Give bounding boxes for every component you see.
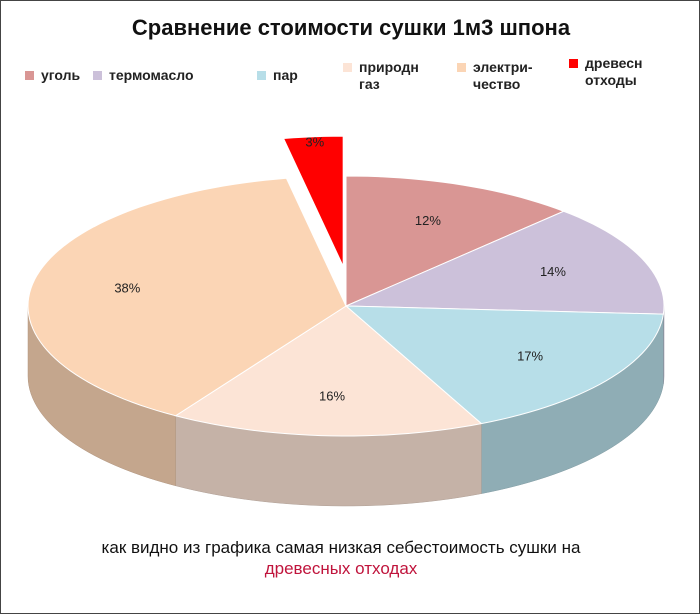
legend-item: древесн отходы — [569, 55, 643, 89]
legend-label: уголь — [41, 67, 81, 83]
pie-slice — [345, 175, 566, 307]
legend-label: природн газ — [359, 59, 419, 92]
legend-marker — [257, 71, 266, 80]
chart-title: Сравнение стоимости сушки 1м3 шпона — [131, 15, 571, 40]
annotation: как видно из графика самая низкая себест… — [1, 537, 681, 579]
data-label: 17% — [517, 349, 543, 364]
legend-marker — [93, 71, 102, 80]
legend-marker — [457, 63, 466, 72]
pie-slice — [27, 177, 347, 417]
pie-slice — [345, 210, 665, 315]
data-label: 3% — [305, 135, 324, 150]
legend-marker — [25, 71, 34, 80]
legend-item: термомасло — [93, 67, 194, 84]
legend-label: пар — [273, 67, 298, 83]
legend-label: древесн отходы — [585, 55, 643, 88]
data-label: 14% — [540, 264, 566, 279]
legend-item: уголь — [25, 67, 81, 84]
legend-item: электри- чество — [457, 59, 533, 93]
annotation-text: как видно из графика самая низкая себест… — [101, 538, 581, 557]
data-label: 16% — [319, 388, 345, 403]
annotation-highlight: древесных отходах — [264, 559, 418, 578]
legend-item: пар — [257, 67, 298, 84]
pie-slice — [344, 305, 664, 425]
legend-item: природн газ — [343, 59, 419, 93]
legend-marker — [569, 59, 578, 68]
legend-label: термомасло — [109, 67, 194, 83]
pie-slice — [282, 135, 344, 267]
data-label: 38% — [114, 280, 140, 295]
data-label: 12% — [415, 213, 441, 228]
legend-label: электри- чество — [473, 59, 533, 92]
legend-marker — [343, 63, 352, 72]
pie-slice — [174, 305, 483, 437]
